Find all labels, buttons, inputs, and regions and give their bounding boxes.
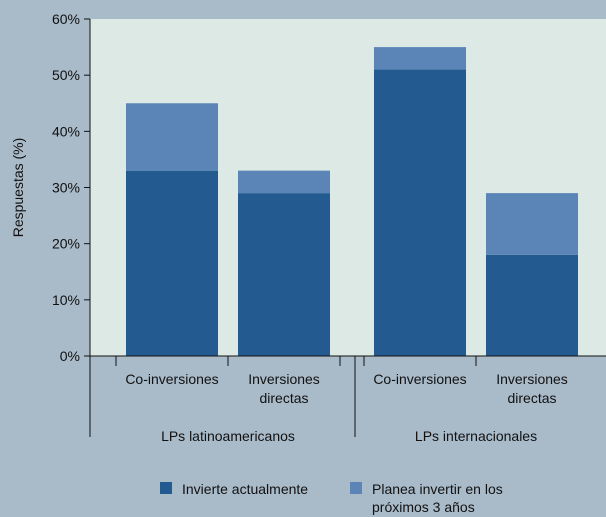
y-ticks-layer: 0% 10% 20% 30% 40% 50% 60% — [52, 11, 90, 364]
y-tick-label: 20% — [52, 236, 80, 252]
legend: Invierte actualmente Planea invertir en l… — [160, 481, 503, 515]
y-tick-label: 10% — [52, 292, 80, 308]
y-tick-label: 30% — [52, 180, 80, 196]
legend-label: Planea invertir en los próximos 3 años — [372, 481, 503, 515]
bar-planned-4 — [486, 193, 578, 255]
bar-planned-1 — [126, 103, 218, 171]
y-axis-label: Respuestas (%) — [10, 138, 26, 238]
x-categories-layer: Co-inversiones Inversiones directas Co-inve… — [89, 356, 568, 444]
category-label: Co-inversiones — [125, 371, 218, 387]
y-tick-label: 40% — [52, 123, 80, 139]
bar-planned-2 — [238, 170, 330, 194]
legend-label: Invierte actualmente — [182, 481, 308, 497]
category-label: Inversiones directas — [496, 371, 568, 406]
legend-swatch — [350, 482, 362, 494]
y-tick-label: 0% — [60, 348, 80, 364]
bar-current-4 — [486, 254, 578, 356]
bar-current-3 — [374, 69, 466, 357]
y-tick-label: 60% — [52, 11, 80, 27]
group-label: LPs internacionales — [415, 428, 537, 444]
bar-current-1 — [126, 170, 218, 356]
category-label: Inversiones directas — [248, 371, 320, 406]
y-tick-label: 50% — [52, 67, 80, 83]
category-label: Co-inversiones — [373, 371, 466, 387]
bar-current-2 — [238, 193, 330, 356]
group-label: LPs latinoamericanos — [161, 428, 295, 444]
bars-layer — [126, 47, 578, 357]
legend-swatch — [160, 482, 172, 494]
bar-planned-3 — [374, 47, 466, 70]
